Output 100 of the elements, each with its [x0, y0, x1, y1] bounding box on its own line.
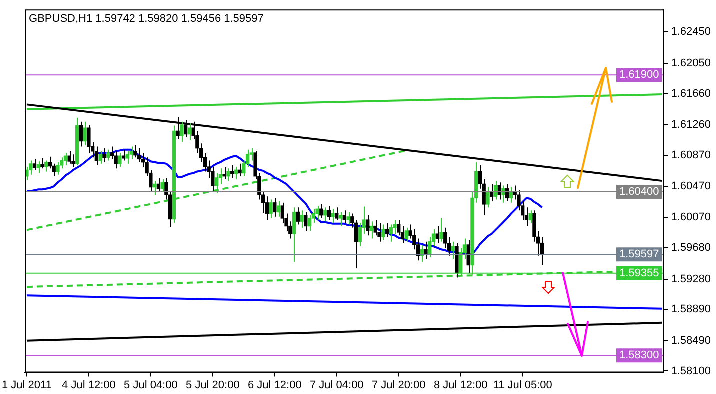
y-tick-label: 1.61260 [671, 118, 712, 131]
candlestick [517, 190, 521, 212]
candlestick [316, 206, 320, 221]
candlestick [331, 208, 335, 224]
candlestick [156, 177, 161, 192]
y-tick-label: 1.58490 [671, 334, 712, 347]
candlestick [188, 122, 192, 142]
y-tick-label: 1.62450 [671, 26, 712, 38]
chart-title: GBPUSD,H1 1.59742 1.59820 1.59456 1.59597 [29, 13, 264, 26]
candlestick [502, 185, 506, 204]
x-tick-label: 4 Jul 12:00 [62, 379, 116, 392]
candlestick [234, 166, 238, 180]
candlestick [382, 224, 386, 241]
y-tick-label: 1.58890 [671, 304, 712, 316]
candlestick [296, 207, 300, 226]
candlestick [292, 207, 296, 263]
candlestick [64, 152, 68, 166]
x-tick-label: 5 Jul 20:00 [186, 379, 240, 392]
candlestick [428, 236, 432, 258]
candlestick [323, 207, 328, 222]
candlestick [106, 149, 110, 162]
ref-line-label: 1.60400 [619, 186, 660, 198]
y-tick-label: 1.58100 [671, 365, 712, 378]
candlestick [385, 222, 390, 238]
x-tick-label: 5 Jul 04:00 [124, 379, 178, 392]
candlestick [72, 154, 76, 168]
y-tick-label: 1.60070 [671, 212, 712, 224]
x-tick-label: 6 Jul 12:00 [248, 379, 302, 392]
candlestick [184, 120, 188, 138]
candlestick [32, 158, 37, 171]
ref-line-label: 1.59355 [619, 267, 660, 280]
candlestick [397, 220, 401, 236]
candlestick [238, 163, 242, 177]
candlestick [226, 168, 230, 182]
candlestick [68, 150, 72, 164]
candlestick [230, 164, 234, 178]
candlestick [134, 144, 138, 158]
candlestick [374, 220, 378, 236]
candlestick [304, 212, 308, 232]
candlestick [126, 150, 130, 164]
candlestick [370, 221, 374, 240]
y-tick-label: 1.60470 [671, 180, 712, 193]
candlestick [160, 179, 164, 192]
candlestick [98, 150, 102, 164]
candlestick [300, 210, 304, 228]
candlestick [320, 204, 324, 219]
y-tick-label: 1.59280 [671, 273, 712, 286]
candlestick [137, 148, 142, 163]
candlestick [486, 186, 490, 208]
x-tick-label: 7 Jul 04:00 [310, 379, 364, 392]
ref-line-label: 1.61900 [619, 69, 660, 82]
candlestick [118, 152, 122, 168]
candlestick [79, 121, 84, 148]
candlestick [176, 116, 180, 140]
x-tick-label: 7 Jul 20:00 [372, 379, 426, 392]
candlestick [346, 212, 350, 226]
candlestick [366, 214, 370, 236]
candlestick [273, 198, 277, 218]
candlestick [87, 124, 91, 154]
candlestick [444, 227, 448, 249]
y-tick-label: 1.60870 [671, 149, 712, 162]
candlestick [335, 207, 339, 221]
candlestick [358, 222, 362, 248]
candlestick [436, 226, 440, 244]
candlestick [378, 222, 382, 242]
y-tick-label: 1.61660 [671, 88, 712, 100]
candlestick [528, 210, 532, 224]
candlestick [276, 200, 281, 218]
candlestick [342, 210, 346, 224]
candlestick [180, 121, 184, 143]
candlestick [451, 241, 455, 260]
candlestick [308, 214, 312, 232]
x-tick-label: 11 Jul 05:00 [493, 379, 552, 392]
candlestick [327, 206, 331, 221]
y-tick-label: 1.59680 [671, 242, 712, 254]
candlestick [440, 218, 444, 242]
candlestick [114, 150, 118, 170]
candlestick [130, 146, 134, 160]
candlestick [94, 146, 99, 166]
candlestick [40, 158, 44, 170]
candlestick [404, 227, 408, 242]
candlestick [466, 240, 470, 274]
candlestick [265, 196, 269, 221]
candlestick [56, 162, 60, 176]
candlestick [83, 121, 87, 146]
candlestick [269, 199, 273, 219]
ref-line-label: 1.59597 [619, 248, 660, 261]
candlestick [389, 224, 393, 242]
candlestick [338, 212, 343, 227]
candlestick [102, 148, 106, 163]
candlestick [280, 202, 284, 224]
x-tick-label: 1 Jul 2011 [2, 379, 52, 392]
candlestick [122, 149, 126, 162]
x-tick-label: 8 Jul 12:00 [434, 379, 488, 392]
ref-line-label: 1.58300 [619, 350, 660, 362]
candlestick [44, 160, 48, 172]
candlestick [424, 241, 428, 260]
y-tick-label: 1.62050 [671, 57, 712, 70]
candlestick [214, 172, 219, 194]
candlestick [48, 156, 52, 170]
